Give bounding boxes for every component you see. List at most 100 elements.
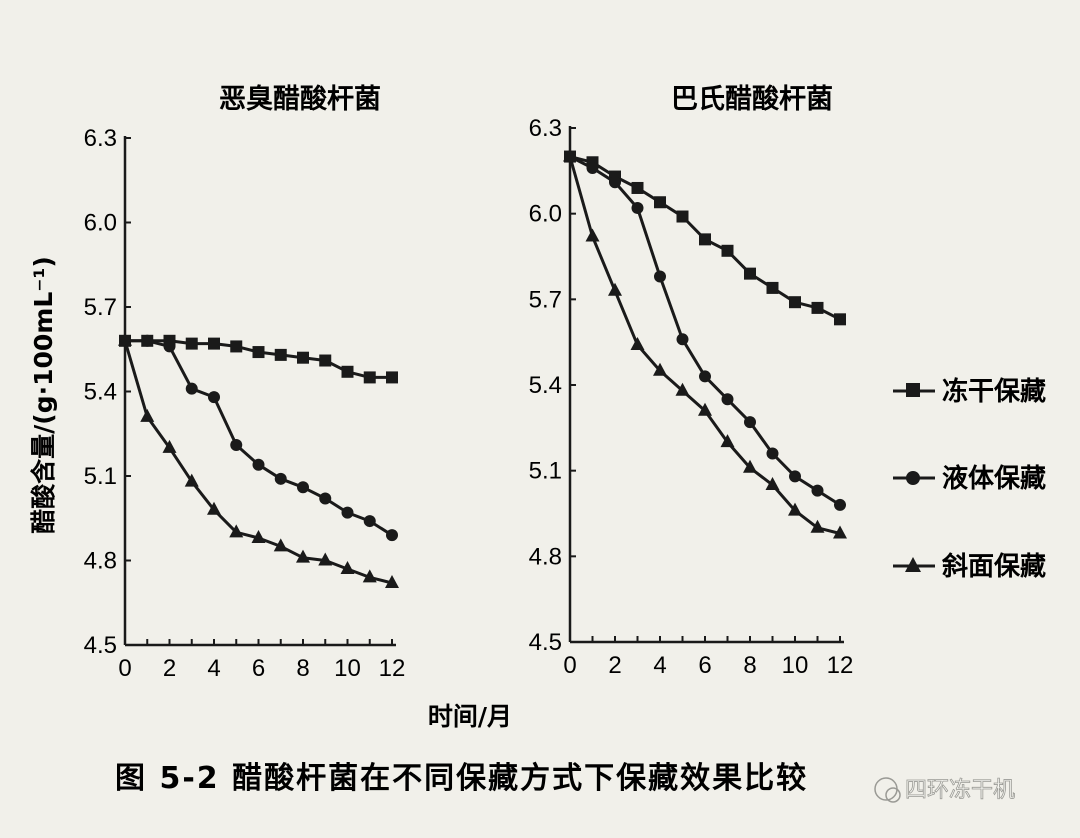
circle-marker bbox=[274, 472, 287, 485]
circle-marker bbox=[721, 393, 734, 406]
left-chart-title: 恶臭醋酸杆菌 bbox=[219, 84, 381, 115]
triangle-marker bbox=[118, 332, 132, 346]
x-tick-label: 4 bbox=[653, 652, 666, 679]
y-tick-label: 6.3 bbox=[529, 115, 562, 142]
legend-item-liquid: 液体保藏 bbox=[893, 464, 1046, 494]
triangle-marker bbox=[563, 148, 577, 162]
circle-marker bbox=[789, 470, 801, 483]
legend: 冻干保藏 液体保藏 斜面保藏 bbox=[893, 376, 1046, 582]
x-tick-label: 8 bbox=[743, 652, 756, 679]
left-chart-series bbox=[118, 332, 399, 589]
square-marker bbox=[274, 348, 287, 361]
square-marker bbox=[185, 337, 198, 350]
x-tick-label: 4 bbox=[207, 655, 220, 682]
square-marker bbox=[208, 337, 220, 350]
wechat-icon-bubble bbox=[885, 787, 901, 803]
x-tick-label: 0 bbox=[118, 655, 131, 682]
square-marker bbox=[766, 281, 779, 294]
circle-marker bbox=[185, 382, 198, 395]
y-tick-label: 4.5 bbox=[84, 632, 117, 659]
triangle-marker bbox=[765, 476, 780, 490]
y-axis-label: 醋酸含量/(g·100mL⁻¹) bbox=[29, 256, 58, 534]
square-marker bbox=[744, 267, 756, 280]
circle-marker bbox=[586, 161, 599, 174]
square-marker bbox=[834, 313, 846, 326]
y-tick-label: 4.5 bbox=[529, 629, 562, 656]
x-tick-label: 12 bbox=[827, 652, 854, 679]
legend-label: 冻干保藏 bbox=[942, 376, 1046, 407]
x-tick-label: 6 bbox=[252, 655, 265, 682]
legend-label: 液体保藏 bbox=[942, 464, 1046, 494]
x-tick-label: 6 bbox=[698, 652, 711, 679]
left-chart-axes: 4.5 4.8 5.1 5.4 5.7 6.0 6.3 0 2 4 6 8 10 12 bbox=[84, 125, 406, 682]
triangle-marker bbox=[833, 525, 847, 539]
circle-marker bbox=[208, 391, 220, 404]
right-chart-title: 巴氏醋酸杆菌 bbox=[671, 84, 833, 115]
right-chart-panel: 巴氏醋酸杆菌 4.5 4.8 5.1 5.4 5.7 6.0 6.3 0 2 4 6 8 10 12 bbox=[529, 84, 854, 679]
legend-item-freeze-dry: 冻干保藏 bbox=[893, 376, 1046, 407]
circle-marker bbox=[609, 176, 621, 189]
legend-label: 斜面保藏 bbox=[941, 552, 1046, 582]
triangle-marker bbox=[340, 560, 355, 574]
circle-marker bbox=[297, 481, 309, 494]
triangle-marker bbox=[720, 434, 735, 448]
square-marker bbox=[631, 181, 644, 194]
square-marker bbox=[230, 340, 243, 353]
circle-marker bbox=[766, 447, 779, 460]
triangle-marker bbox=[608, 282, 622, 296]
circle-marker bbox=[141, 334, 154, 347]
triangle-marker bbox=[743, 459, 757, 473]
legend-circle-marker bbox=[906, 471, 920, 485]
y-tick-label: 5.7 bbox=[529, 286, 562, 313]
square-marker bbox=[699, 233, 711, 246]
triangle-marker bbox=[162, 439, 177, 453]
square-marker bbox=[319, 354, 332, 367]
triangle-marker bbox=[251, 529, 266, 543]
circle-marker bbox=[230, 439, 243, 452]
circle-marker bbox=[676, 333, 689, 346]
legend-triangle-marker bbox=[905, 557, 921, 572]
circle-marker bbox=[654, 270, 666, 283]
y-tick-label: 5.1 bbox=[529, 458, 562, 485]
triangle-marker bbox=[653, 362, 667, 376]
right-chart-series bbox=[563, 148, 847, 539]
square-marker bbox=[297, 351, 309, 364]
y-tick-label: 5.4 bbox=[84, 379, 117, 406]
circle-marker bbox=[744, 416, 756, 429]
square-marker bbox=[811, 301, 824, 314]
circle-marker bbox=[386, 529, 398, 542]
x-axis-label: 时间/月 bbox=[428, 702, 512, 731]
y-tick-label: 6.0 bbox=[84, 210, 117, 237]
x-tick-label: 12 bbox=[379, 655, 406, 682]
y-tick-label: 6.3 bbox=[84, 125, 117, 152]
y-tick-label: 4.8 bbox=[529, 543, 562, 570]
x-tick-label: 8 bbox=[296, 655, 309, 682]
y-tick-label: 4.8 bbox=[84, 548, 117, 575]
triangle-marker bbox=[229, 524, 244, 538]
watermark-text: 四环冻干机 bbox=[905, 778, 1015, 803]
circle-marker bbox=[811, 484, 824, 497]
legend-item-slant: 斜面保藏 bbox=[893, 552, 1046, 582]
x-tick-label: 0 bbox=[563, 652, 576, 679]
square-marker bbox=[386, 371, 398, 384]
square-marker bbox=[654, 196, 666, 209]
square-marker bbox=[721, 244, 734, 257]
triangle-marker bbox=[318, 552, 333, 566]
triangle-marker bbox=[184, 473, 199, 487]
right-chart-axes: 4.5 4.8 5.1 5.4 5.7 6.0 6.3 0 2 4 6 8 10 12 bbox=[529, 115, 854, 679]
circle-marker bbox=[631, 201, 644, 214]
circle-marker bbox=[252, 458, 265, 471]
circle-marker bbox=[699, 370, 711, 383]
triangle-marker bbox=[362, 569, 377, 583]
circle-marker bbox=[319, 492, 332, 505]
triangle-marker bbox=[207, 501, 221, 515]
circle-marker bbox=[834, 498, 846, 511]
x-tick-label: 10 bbox=[334, 655, 361, 682]
square-marker bbox=[341, 365, 354, 378]
x-tick-label: 10 bbox=[782, 652, 809, 679]
square-marker bbox=[363, 371, 376, 384]
triangle-marker bbox=[273, 538, 288, 552]
legend-square-marker bbox=[906, 383, 920, 397]
y-tick-label: 5.1 bbox=[84, 463, 117, 490]
